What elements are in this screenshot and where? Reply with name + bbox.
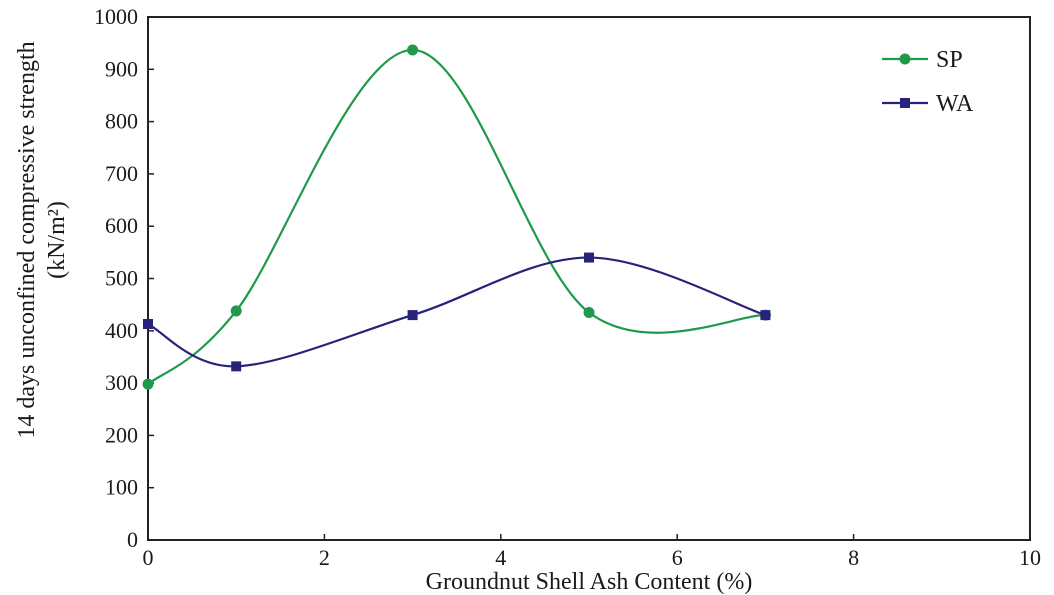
legend: SP WA [882, 47, 974, 117]
legend-label-wa: WA [936, 91, 974, 117]
legend-item-wa: WA [882, 91, 974, 117]
y-tick-label: 300 [105, 370, 138, 395]
x-tick-label: 8 [848, 545, 859, 570]
x-tick-label: 10 [1019, 545, 1041, 570]
data-point-sp [583, 306, 595, 318]
x-tick-label: 0 [143, 545, 154, 570]
data-point-wa [143, 319, 153, 330]
x-axis-title: Groundnut Shell Ash Content (%) [426, 569, 753, 595]
legend-item-sp: SP [882, 47, 963, 73]
series-line-sp [147, 48, 766, 385]
y-tick-label: 200 [105, 422, 138, 447]
y-tick-label: 600 [105, 213, 138, 238]
y-tick-label: 0 [127, 527, 138, 552]
legend-marker-wa [900, 98, 910, 108]
y-tick-label: 100 [105, 475, 138, 500]
legend-label-sp: SP [936, 47, 963, 73]
series-wa [143, 252, 771, 372]
y-axis-title-line1: 14 days unconfined compressive strength [14, 41, 40, 438]
x-tick-label: 6 [672, 545, 683, 570]
data-point-wa [407, 310, 418, 321]
data-point-wa [584, 252, 594, 263]
data-point-wa [231, 361, 242, 372]
plot-frame [147, 16, 1031, 541]
y-tick-label: 400 [105, 318, 138, 343]
data-point-sp [407, 44, 419, 56]
legend-marker-sp [899, 53, 911, 65]
y-axis-title: 14 days unconfined compressive strength … [14, 41, 70, 438]
series-sp [142, 44, 771, 390]
y-tick-label: 900 [105, 56, 138, 81]
series-layer [142, 44, 771, 390]
x-tick-label: 4 [495, 545, 506, 570]
y-tick-label: 1000 [94, 4, 138, 29]
data-point-sp [142, 378, 154, 390]
y-tick-label: 500 [105, 266, 138, 291]
series-line-wa [147, 256, 766, 368]
y-axis-title-line2: (kN/m²) [44, 201, 70, 279]
y-tick-label: 800 [105, 109, 138, 134]
ticks: 0 100 200 300 400 500 600 700 800 900 1000 0 2 4 6 8 10 [94, 4, 1041, 570]
y-tick-label: 700 [105, 161, 138, 186]
data-point-wa [760, 310, 771, 321]
axes [147, 16, 1031, 541]
x-tick-label: 2 [319, 545, 330, 570]
data-point-sp [230, 305, 242, 317]
